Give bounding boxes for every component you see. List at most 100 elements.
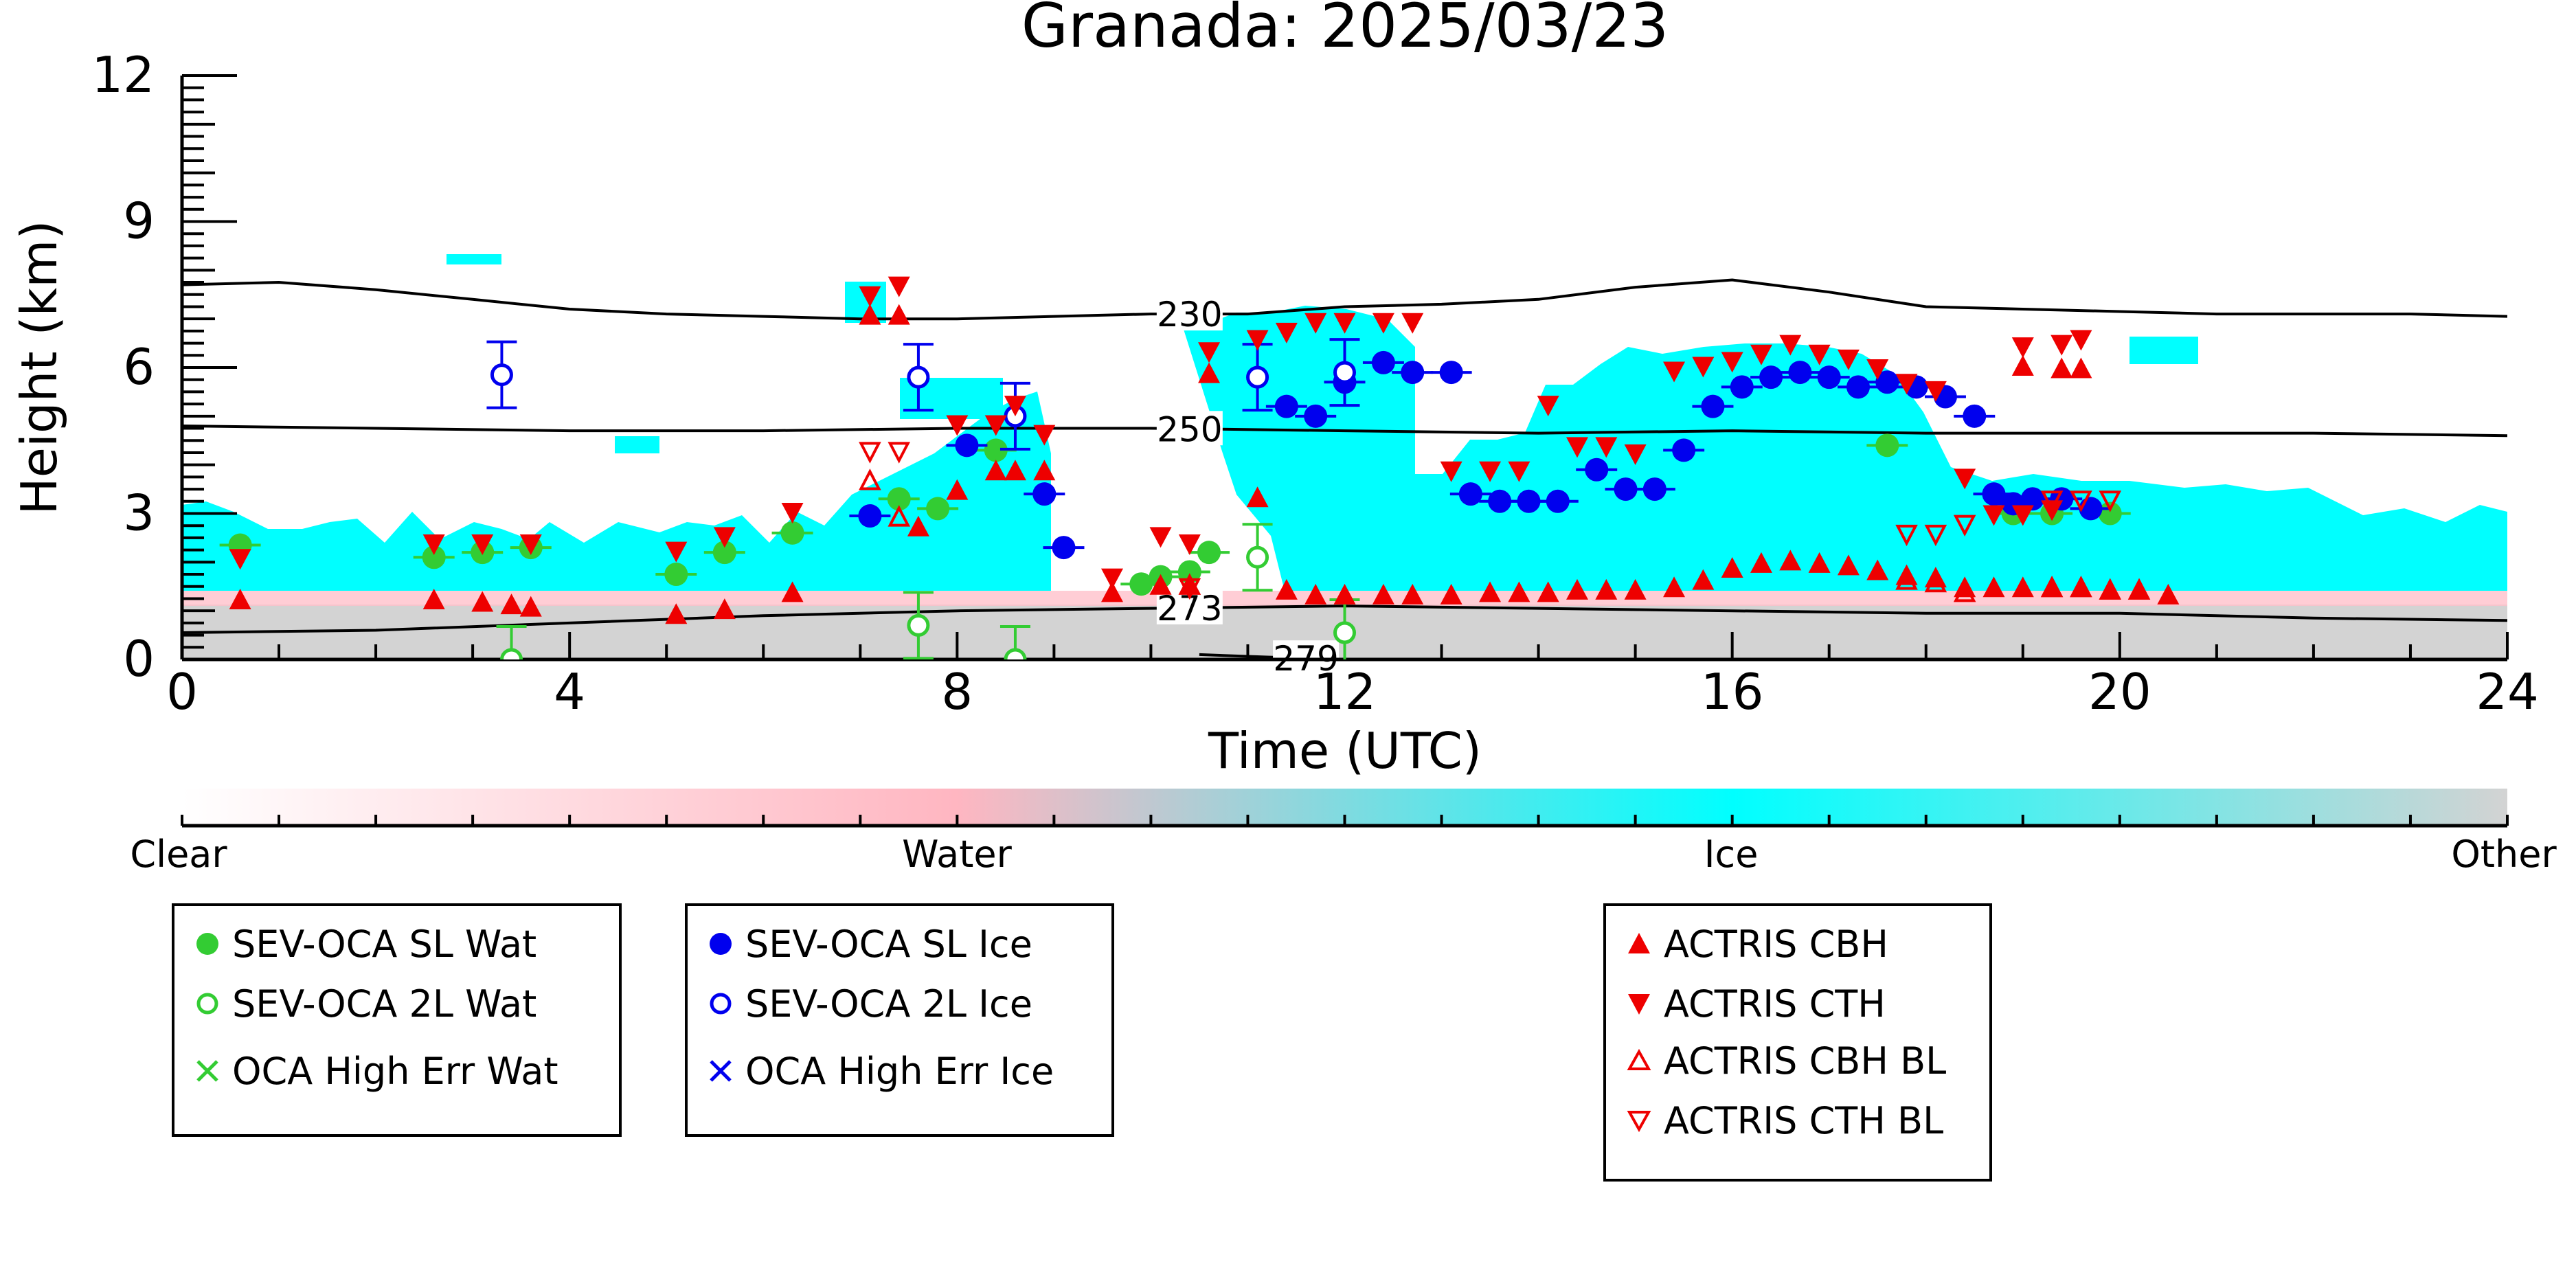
actris-cth-point xyxy=(665,541,688,563)
y-tick-label: 12 xyxy=(91,46,155,104)
contour-label-bg xyxy=(1273,640,1340,675)
sev-oca-2l-ice-point xyxy=(490,363,513,387)
actris-cth-bl-point xyxy=(1178,578,1201,600)
actris-cth-point xyxy=(888,276,910,297)
sev-oca-sl-ice-point xyxy=(1730,375,1754,399)
actris-cth-point xyxy=(2070,330,2092,351)
actris-cth-point xyxy=(984,415,1007,436)
colorbar-ticks xyxy=(181,815,2509,826)
cloud-ice-region-left xyxy=(182,392,1051,591)
actris-cbh-point xyxy=(2050,357,2073,379)
sev-oca-2l-wat-point xyxy=(1333,621,1356,644)
legend-label: ACTRIS CTH BL xyxy=(1664,1098,1944,1142)
actris-cth-point xyxy=(1372,313,1394,334)
contour-label-bg xyxy=(1156,296,1223,331)
legend-label: SEV-OCA 2L Ice xyxy=(745,982,1032,1026)
open-circle-icon xyxy=(710,993,732,1015)
sev-oca-2l-wat-point xyxy=(907,613,930,637)
x-tick-label: 4 xyxy=(554,663,585,721)
sev-oca-sl-ice-point xyxy=(1371,350,1395,374)
x-axis-label: Time (UTC) xyxy=(1208,722,1482,780)
actris-cth-point xyxy=(1982,505,2005,526)
sev-oca-sl-ice-point xyxy=(1439,361,1463,385)
legend-entry-oca-high-err-wat: OCA High Err Wat xyxy=(188,1050,558,1093)
legend-entry-sev-oca-2l-wat: SEV-OCA 2L Wat xyxy=(188,982,537,1026)
actris-cth-bl-point xyxy=(1953,515,1976,537)
actris-cth-point xyxy=(1101,568,1123,589)
actris-cth-bl-point xyxy=(1895,524,1918,547)
actris-cth-bl-point xyxy=(1924,524,1947,547)
sev-oca-2l-wat-point xyxy=(500,648,523,659)
actris-cth-point xyxy=(2050,335,2073,356)
actris-cth-point xyxy=(1866,359,1889,380)
actris-cth-point xyxy=(1537,396,1559,417)
actris-cbh-point xyxy=(1692,569,1715,590)
actris-cth-point xyxy=(1401,313,1424,334)
actris-cth-point xyxy=(781,502,804,523)
actris-cbh-bl-point xyxy=(888,505,911,527)
actris-cbh-point xyxy=(1304,583,1327,605)
actris-cth-point xyxy=(1808,344,1831,365)
actris-cth-point xyxy=(1595,437,1618,458)
actris-cbh-bl-point xyxy=(1953,580,1976,602)
colorbar-label-other: Other xyxy=(2451,833,2557,876)
chart-title: Granada: 2025/03/23 xyxy=(1021,0,1669,61)
actris-cth-point xyxy=(1304,313,1327,334)
legend-water: SEV-OCA SL Wat SEV-OCA 2L Wat OCA High E… xyxy=(172,903,622,1137)
sev-oca-sl-ice-point xyxy=(1401,361,1425,385)
actris-cbh-point xyxy=(1808,552,1831,573)
actris-cbh-bl-point xyxy=(2070,575,2092,598)
actris-cbh-point xyxy=(2011,355,2034,376)
x-tick-label: 20 xyxy=(2088,663,2151,721)
actris-cbh-point xyxy=(1198,362,1221,383)
actris-cbh-point xyxy=(984,460,1007,481)
actris-cth-point xyxy=(1004,396,1026,417)
actris-cbh-point xyxy=(1663,576,1686,598)
legend-label: ACTRIS CTH xyxy=(1664,982,1886,1026)
legend-entry-actris-cbh-bl: ACTRIS CBH BL xyxy=(1620,1039,1947,1083)
actris-cbh-point xyxy=(1333,583,1356,605)
actris-cth-point xyxy=(946,415,969,436)
y-tick-label: 3 xyxy=(123,484,155,542)
actris-cth-point xyxy=(859,286,881,307)
actris-cbh-point xyxy=(2070,357,2092,379)
sev-oca-2l-ice-point xyxy=(907,365,930,389)
y-tick-label: 0 xyxy=(123,630,155,688)
sev-oca-sl-ice-point xyxy=(1546,489,1570,513)
open-triangle-down-icon xyxy=(1627,1111,1651,1133)
actris-cbh-point xyxy=(859,304,881,325)
x-tick-label: 0 xyxy=(166,663,198,721)
legend-label: SEV-OCA 2L Wat xyxy=(232,982,537,1026)
x-tick-label: 12 xyxy=(1313,663,1377,721)
sev-oca-sl-ice-point xyxy=(1517,489,1541,513)
y-tick-label: 9 xyxy=(123,192,155,250)
legend-entry-actris-cth-bl: ACTRIS CTH BL xyxy=(1620,1098,1944,1142)
legend-label: ACTRIS CBH xyxy=(1664,922,1888,966)
actris-cbh-bl-point xyxy=(1895,568,1918,590)
data-markers xyxy=(219,276,2180,659)
legend-label: SEV-OCA SL Wat xyxy=(232,922,537,966)
legend-label: OCA High Err Ice xyxy=(745,1049,1054,1093)
actris-cbh-point xyxy=(907,515,929,536)
actris-cbh-point xyxy=(1750,552,1772,573)
sev-oca-sl-ice-point xyxy=(1032,482,1057,506)
actris-cth-point xyxy=(1624,444,1647,465)
legend-label: ACTRIS CBH BL xyxy=(1664,1039,1947,1083)
sev-oca-sl-ice-point xyxy=(1614,477,1638,501)
triangle-up-icon xyxy=(1628,933,1650,953)
x-mark-icon xyxy=(196,1060,218,1082)
actris-cbh-point xyxy=(781,581,804,602)
actris-cth-point xyxy=(1033,425,1056,446)
actris-cbh-point xyxy=(519,596,542,617)
actris-cth-point xyxy=(1479,461,1502,482)
actris-cbh-point xyxy=(1101,581,1123,602)
sev-oca-sl-wat-point xyxy=(1875,433,1899,457)
actris-cbh-point xyxy=(2157,583,2180,605)
y-tick-label: 6 xyxy=(123,338,155,396)
actris-cth-point xyxy=(1692,357,1715,378)
contour-line-250 xyxy=(181,425,2508,438)
sev-oca-2l-wat-point xyxy=(1246,545,1269,569)
actris-cth-point xyxy=(2011,505,2034,526)
actris-cth-point xyxy=(713,527,736,548)
